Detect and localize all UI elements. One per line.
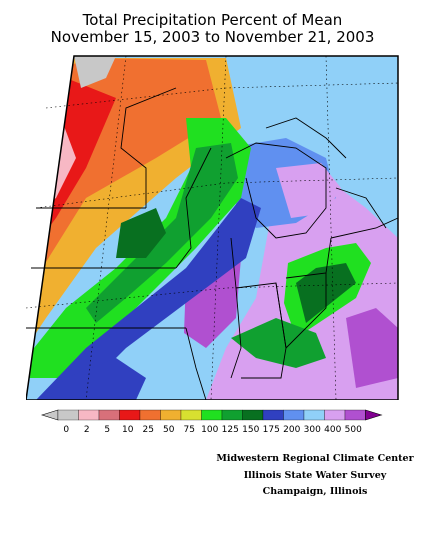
- legend-label: 125: [222, 425, 239, 435]
- legend-swatch: [283, 409, 305, 421]
- legend-label: 5: [104, 425, 110, 435]
- legend-label: 100: [201, 425, 218, 435]
- state-boundaries: [26, 87, 399, 400]
- color-legend: 0 2 5 10 25 50 75 100 125 150 175 200 300 400 500: [40, 409, 383, 435]
- legend-label: 2: [84, 425, 90, 435]
- legend-label: 25: [143, 425, 154, 435]
- legend-swatch: [180, 409, 202, 421]
- legend-swatch: [242, 409, 264, 421]
- legend-label: 500: [345, 425, 362, 435]
- map-frame: [26, 55, 399, 400]
- legend-swatch: [262, 409, 284, 421]
- legend-label: 150: [242, 425, 259, 435]
- legend-swatch: [303, 409, 325, 421]
- legend-swatch: [78, 409, 100, 421]
- region-southeast-purple: [346, 308, 398, 388]
- region-far-northwest-gray: [74, 56, 116, 88]
- map-title: Total Precipitation Percent of Mean: [82, 11, 343, 29]
- legend-label: 50: [163, 425, 175, 435]
- legend-label: 175: [263, 425, 280, 435]
- legend-label: 400: [324, 425, 341, 435]
- region-upper-lavender: [276, 163, 341, 218]
- legend-under-arrow: [40, 409, 59, 421]
- credit-location: Champaign, Illinois: [262, 486, 368, 497]
- legend-swatch: [119, 409, 141, 421]
- credit-organization: Midwestern Regional Climate Center: [216, 453, 414, 464]
- legend-label: 10: [122, 425, 134, 435]
- legend-label: 75: [184, 425, 195, 435]
- region-deep-green: [116, 208, 166, 258]
- legend-swatch: [98, 409, 120, 421]
- legend-swatch: [221, 409, 243, 421]
- region-blue-band: [36, 198, 261, 400]
- legend-swatch: [201, 409, 223, 421]
- region-south-green: [231, 318, 326, 368]
- legend-swatch: [160, 409, 182, 421]
- precipitation-map: [26, 55, 399, 400]
- legend-swatch: [139, 409, 161, 421]
- legend-swatch: [324, 409, 346, 421]
- legend-swatch: [57, 409, 79, 421]
- region-southwest-blue: [46, 358, 146, 400]
- map-date-range: November 15, 2003 to November 21, 2003: [50, 28, 375, 46]
- legend-label: 300: [304, 425, 321, 435]
- legend-swatch: [344, 409, 366, 421]
- legend-over-arrow: [365, 409, 383, 421]
- credit-survey: Illinois State Water Survey: [243, 470, 387, 481]
- legend-label: 200: [283, 425, 300, 435]
- legend-label: 0: [63, 425, 69, 435]
- graticule: [26, 55, 399, 400]
